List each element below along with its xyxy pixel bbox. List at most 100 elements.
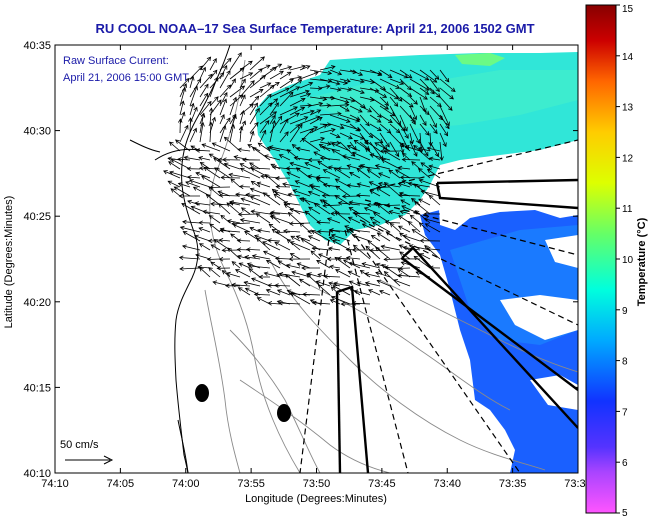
current-vector-head <box>414 201 419 206</box>
current-vector-head <box>244 287 250 292</box>
current-vector-head <box>247 144 252 149</box>
current-vector <box>419 96 426 113</box>
current-vector-head <box>198 156 204 161</box>
current-vector-head <box>318 101 324 107</box>
current-vector-head <box>411 161 416 166</box>
current-vector-head <box>330 295 336 301</box>
current-vector-head <box>241 157 247 163</box>
current-vector-head <box>399 256 405 262</box>
current-vector-head <box>212 57 217 63</box>
current-vector-head <box>287 192 293 198</box>
current-vector <box>379 114 393 123</box>
current-vector-head <box>264 174 270 179</box>
colorbar-ticks: 15 14 13 12 11 10 9 8 7 6 5 <box>616 4 634 519</box>
current-vector <box>269 70 284 80</box>
current-vector-head <box>213 157 218 162</box>
current-vector <box>219 114 225 125</box>
current-vector-head <box>278 272 284 277</box>
current-vector-head <box>407 92 413 98</box>
current-vector-head <box>193 85 198 91</box>
current-vector <box>429 87 441 98</box>
current-vector-head <box>262 241 267 246</box>
current-vector-head <box>359 270 365 275</box>
current-vector <box>255 213 271 224</box>
current-vector-head <box>204 92 209 98</box>
current-vector-head <box>267 283 272 288</box>
current-vector <box>348 229 371 233</box>
current-vector <box>311 230 331 242</box>
current-vector <box>339 78 351 82</box>
current-vector <box>219 98 227 116</box>
current-vector-head <box>336 87 342 92</box>
current-vector-head <box>286 238 292 244</box>
current-vector-head <box>190 145 196 150</box>
current-vector <box>209 99 222 116</box>
current-vector <box>429 78 440 92</box>
current-vector-head <box>284 131 289 136</box>
current-vector <box>289 90 310 98</box>
current-annotation-line1: Raw Surface Current: <box>63 55 169 67</box>
current-vector-head <box>373 201 378 207</box>
current-vector <box>184 156 201 161</box>
current-vector <box>399 87 412 97</box>
current-vector-head <box>223 162 229 167</box>
current-vector-head <box>321 145 327 150</box>
current-vector-head <box>216 265 222 271</box>
colorbar <box>585 4 617 514</box>
current-vector <box>289 65 306 71</box>
current-vector-head <box>236 238 242 243</box>
current-vector-head <box>207 238 213 244</box>
current-vector <box>180 226 201 233</box>
current-vector-head <box>198 220 203 226</box>
current-vector-head <box>249 187 255 192</box>
current-vector-head <box>271 114 276 120</box>
current-vector-head <box>374 164 380 169</box>
current-vector-head <box>265 259 271 265</box>
current-vector <box>263 192 281 206</box>
current-vector <box>399 69 413 79</box>
current-vector-head <box>383 271 389 276</box>
current-vector <box>219 70 231 89</box>
current-vector-head <box>311 246 317 251</box>
current-vector <box>240 163 251 170</box>
current-vector <box>379 105 395 117</box>
current-vector-head <box>214 167 219 172</box>
current-vector <box>249 56 265 71</box>
current-vector-head <box>222 125 227 130</box>
current-vector-head <box>290 235 296 240</box>
current-vector <box>294 157 311 161</box>
current-vector-head <box>224 283 230 289</box>
current-vector-head <box>167 180 173 185</box>
current-vector-head <box>262 129 267 135</box>
current-vector <box>299 278 311 287</box>
current-vector-head <box>271 228 277 234</box>
current-vector <box>209 77 218 98</box>
current-vector-head <box>381 159 386 164</box>
current-vector-head <box>413 152 418 157</box>
current-vector <box>197 266 211 269</box>
current-vector-head <box>384 101 389 107</box>
current-vector <box>289 162 311 170</box>
current-vector-head <box>240 85 246 90</box>
current-vector <box>379 78 400 89</box>
current-vector <box>209 153 221 161</box>
current-vector <box>339 87 352 91</box>
current-vector <box>289 116 308 125</box>
current-vector <box>399 114 408 132</box>
current-vector-head <box>407 74 413 79</box>
current-vector <box>309 109 321 116</box>
current-vector <box>317 231 331 233</box>
current-vector-head <box>402 245 408 251</box>
current-vector-head <box>361 262 367 267</box>
current-vector-head <box>179 225 185 231</box>
current-vector-head <box>251 254 257 259</box>
current-vector <box>309 137 325 143</box>
current-vector <box>337 168 351 170</box>
current-vector-head <box>432 123 437 128</box>
current-vector-head <box>383 182 389 187</box>
current-vector-head <box>231 78 236 84</box>
current-vector <box>229 174 251 179</box>
current-vector-head <box>326 141 332 146</box>
current-vector-head <box>273 190 279 195</box>
current-vector <box>245 256 261 260</box>
